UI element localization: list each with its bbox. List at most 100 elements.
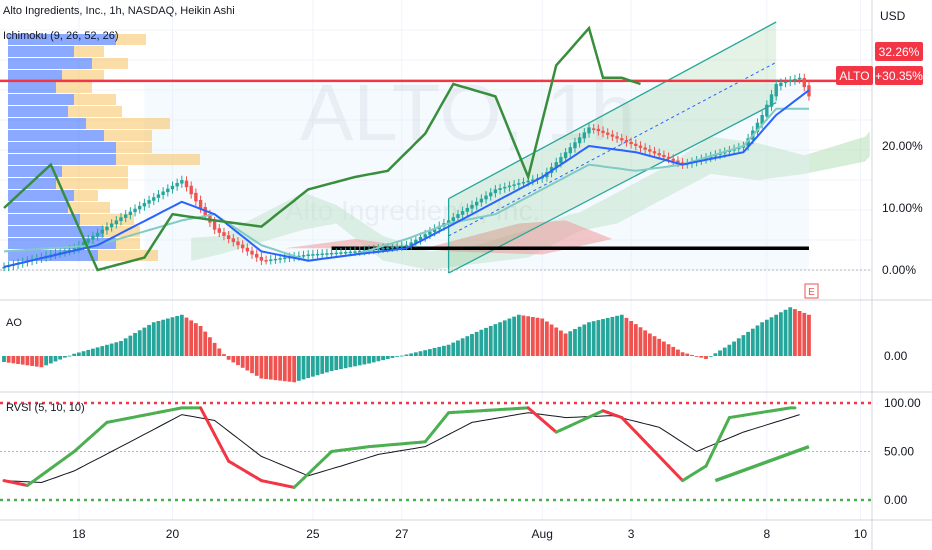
ao-bar-50 bbox=[236, 356, 240, 366]
rvsi-panel[interactable] bbox=[0, 401, 872, 502]
ao-bar-34 bbox=[161, 319, 166, 356]
candle-body-90 bbox=[423, 234, 427, 238]
candle-body-21 bbox=[100, 229, 104, 234]
ao-bar-7 bbox=[34, 356, 39, 367]
candle-body-80 bbox=[376, 248, 381, 251]
ao-bar-71 bbox=[334, 356, 339, 371]
volume-profile-down-17 bbox=[116, 238, 140, 249]
main-price-panel[interactable] bbox=[0, 21, 872, 274]
candle-body-53 bbox=[250, 250, 254, 255]
ao-bar-22 bbox=[105, 344, 109, 356]
candle-body-72 bbox=[339, 252, 343, 254]
volume-profile-down-10 bbox=[116, 154, 200, 165]
ao-bar-15 bbox=[72, 353, 77, 356]
ao-bar-94 bbox=[442, 345, 446, 356]
rvsi-segment-46 bbox=[217, 441, 226, 454]
candle-body-82 bbox=[386, 247, 390, 249]
ao-panel[interactable] bbox=[2, 307, 811, 383]
candle-body-45 bbox=[212, 221, 217, 230]
ao-bar-64 bbox=[301, 356, 306, 380]
candle-body-159 bbox=[746, 138, 750, 147]
ao-bar-98 bbox=[460, 338, 465, 356]
candle-body-22 bbox=[105, 226, 109, 231]
ao-bar-54 bbox=[254, 356, 259, 376]
candle-body-51 bbox=[240, 244, 245, 249]
ao-bar-52 bbox=[245, 356, 250, 371]
candle-body-28 bbox=[133, 208, 137, 213]
ao-bar-13 bbox=[62, 356, 67, 358]
candle-body-71 bbox=[334, 252, 338, 255]
ao-bar-12 bbox=[58, 356, 63, 360]
ao-bar-9 bbox=[44, 356, 49, 366]
ao-bar-33 bbox=[156, 321, 161, 356]
volume-profile-up-0 bbox=[8, 34, 116, 45]
ao-bar-103 bbox=[484, 327, 488, 356]
rvsi-segment-152 bbox=[713, 435, 722, 449]
ao-bar-86 bbox=[404, 354, 409, 356]
ao-bar-74 bbox=[348, 356, 353, 368]
ao-bar-21 bbox=[100, 346, 105, 356]
ao-bar-117 bbox=[549, 324, 554, 356]
ao-bar-20 bbox=[95, 347, 100, 356]
ao-bar-77 bbox=[362, 356, 367, 365]
candle-body-33 bbox=[156, 194, 161, 198]
ao-bar-149 bbox=[699, 356, 704, 358]
ao-bar-107 bbox=[502, 320, 507, 356]
candle-body-137 bbox=[643, 147, 647, 150]
ao-bar-65 bbox=[306, 356, 311, 379]
ao-bar-112 bbox=[526, 316, 531, 356]
ao-bar-1 bbox=[6, 356, 11, 363]
ao-bar-31 bbox=[147, 324, 151, 356]
candle-body-133 bbox=[624, 140, 629, 143]
candle-body-12 bbox=[58, 252, 62, 254]
candle-body-132 bbox=[620, 138, 624, 141]
candle-body-102 bbox=[479, 198, 484, 203]
ao-bar-24 bbox=[114, 342, 119, 356]
ao-bar-16 bbox=[76, 352, 81, 356]
volume-profile-up-15 bbox=[8, 214, 80, 225]
ao-bar-120 bbox=[563, 333, 568, 356]
ao-bar-108 bbox=[507, 318, 512, 356]
candle-body-135 bbox=[634, 143, 638, 146]
volume-profile-down-8 bbox=[104, 130, 152, 141]
volume-profile-up-8 bbox=[8, 130, 104, 141]
ao-bar-133 bbox=[624, 317, 629, 356]
ao-bar-130 bbox=[610, 316, 615, 356]
change-badge-label: +30.35% bbox=[875, 69, 923, 83]
volume-profile-down-4 bbox=[56, 82, 92, 93]
ao-bar-84 bbox=[395, 356, 400, 357]
ao-bar-67 bbox=[315, 356, 320, 376]
channel-mid-line bbox=[448, 61, 777, 237]
candle-body-44 bbox=[208, 214, 212, 223]
ao-bar-153 bbox=[718, 350, 722, 356]
candle-body-39 bbox=[184, 180, 189, 188]
ao-bar-18 bbox=[86, 349, 91, 356]
chikou-line bbox=[3, 25, 641, 272]
candle-body-24 bbox=[114, 220, 119, 225]
candle-body-161 bbox=[755, 122, 760, 133]
ao-bar-53 bbox=[250, 356, 254, 374]
rvsi-signal-line bbox=[3, 412, 800, 484]
ao-bar-95 bbox=[446, 344, 451, 356]
candle-body-19 bbox=[91, 235, 95, 240]
candle-body-65 bbox=[306, 254, 310, 256]
ao-bar-118 bbox=[554, 327, 559, 356]
rvsi-segment-153 bbox=[718, 425, 727, 439]
earnings-marker[interactable]: E bbox=[804, 283, 819, 299]
candle-body-58 bbox=[273, 258, 278, 261]
ao-bar-66 bbox=[310, 356, 315, 377]
ao-bar-96 bbox=[451, 342, 456, 356]
candle-body-99 bbox=[465, 208, 470, 212]
ao-bar-45 bbox=[212, 342, 217, 356]
ao-bar-97 bbox=[456, 340, 460, 356]
ao-bar-5 bbox=[25, 356, 30, 366]
rvsi-segment-151 bbox=[709, 445, 717, 458]
candle-body-144 bbox=[676, 160, 680, 163]
ao-bar-36 bbox=[170, 317, 175, 356]
ao-bar-44 bbox=[208, 337, 212, 356]
candle-body-17 bbox=[81, 242, 86, 246]
ao-bar-128 bbox=[601, 319, 605, 356]
ao-bar-3 bbox=[16, 356, 20, 364]
ao-bar-168 bbox=[788, 307, 793, 356]
ao-bar-124 bbox=[582, 324, 587, 356]
